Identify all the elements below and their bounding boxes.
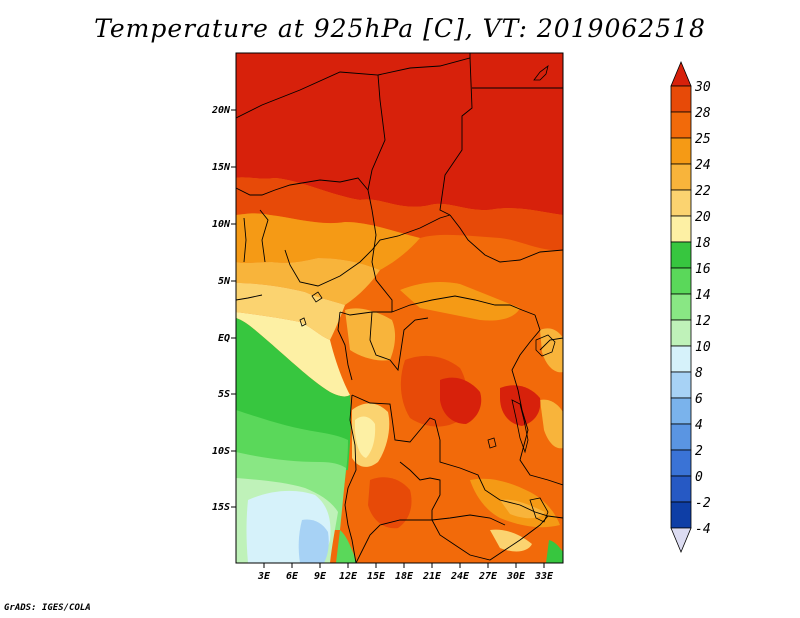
colorbar-label: 28: [695, 106, 711, 121]
lat-label: 10N: [212, 219, 231, 230]
colorbar-label: 14: [695, 288, 711, 303]
lat-labels: 20N 15N 10N 5N EQ 5S 10S 15S: [211, 105, 231, 513]
lake-outlines: [299, 65, 556, 523]
lon-label: 24E: [450, 571, 470, 582]
map-title: Temperature at 925hPa [C], VT: 201906251…: [94, 14, 706, 43]
colorbar-label: 0: [695, 470, 703, 485]
colorbar-segment: [670, 449, 692, 477]
colorbar-label: 4: [695, 418, 703, 433]
lon-labels: 3E 6E 9E 12E 15E 18E 21E 24E 27E 30E 33E: [257, 571, 554, 582]
lon-label: 18E: [395, 571, 414, 582]
colorbar-segment: [670, 345, 692, 373]
temperature-field: [236, 53, 563, 563]
lon-label: 30E: [506, 571, 526, 582]
colorbar-segment: [670, 267, 692, 295]
colorbar-bottom-arrow: [670, 527, 692, 554]
lat-label: EQ: [218, 333, 230, 344]
lon-ticks: [263, 563, 545, 568]
colorbar-label: 20: [695, 210, 711, 225]
colorbar-segment: [670, 215, 692, 243]
colorbar-top-arrow: [670, 60, 692, 87]
colorbar-label: 18: [695, 236, 711, 251]
lat-label: 10S: [212, 446, 230, 457]
colorbar-segment: [670, 163, 692, 191]
colorbar-label: 25: [695, 132, 711, 147]
lon-label: 12E: [339, 571, 358, 582]
lon-label: 6E: [286, 571, 299, 582]
lat-label: 15S: [212, 502, 230, 513]
colorbar-label: 30: [694, 80, 711, 95]
colorbar-label: 10: [695, 340, 711, 355]
lon-label: 15E: [367, 571, 386, 582]
colorbar-label: 6: [695, 392, 703, 407]
colorbar-label: 22: [695, 184, 711, 199]
colorbar-segment: [670, 189, 692, 217]
lat-label: 20N: [211, 105, 231, 116]
colorbar-segment: [670, 137, 692, 165]
colorbar-segment: [670, 319, 692, 347]
lat-ticks: [231, 109, 236, 508]
country-borders: [236, 53, 563, 563]
colorbar-label: 8: [695, 366, 703, 381]
colorbar-label: 16: [695, 262, 711, 277]
colorbar-segment: [670, 111, 692, 139]
colorbar-label: -2: [695, 496, 711, 511]
colorbar-label: 2: [695, 444, 703, 459]
lon-label: 3E: [257, 571, 271, 582]
colorbar-label: 12: [695, 314, 711, 329]
lon-label: 9E: [314, 571, 327, 582]
lon-label: 21E: [422, 571, 442, 582]
colorbar-segment: [670, 423, 692, 451]
colorbar-segment: [670, 241, 692, 269]
colorbar-segment: [670, 397, 692, 425]
colorbar-segment: [670, 475, 692, 503]
lat-label: 5S: [218, 389, 230, 400]
map-frame: [235, 52, 564, 564]
grads-credit: GrADS: IGES/COLA: [4, 603, 91, 613]
colorbar-segment: [670, 85, 692, 113]
colorbar-segment: [670, 501, 692, 529]
colorbar-segment: [670, 293, 692, 321]
lon-label: 33E: [534, 571, 554, 582]
colorbar-label: -4: [695, 522, 711, 537]
lon-label: 27E: [478, 571, 498, 582]
colorbar-segment: [670, 371, 692, 399]
lat-label: 15N: [212, 162, 231, 173]
lat-label: 5N: [218, 276, 231, 287]
colorbar-label: 24: [695, 158, 711, 173]
